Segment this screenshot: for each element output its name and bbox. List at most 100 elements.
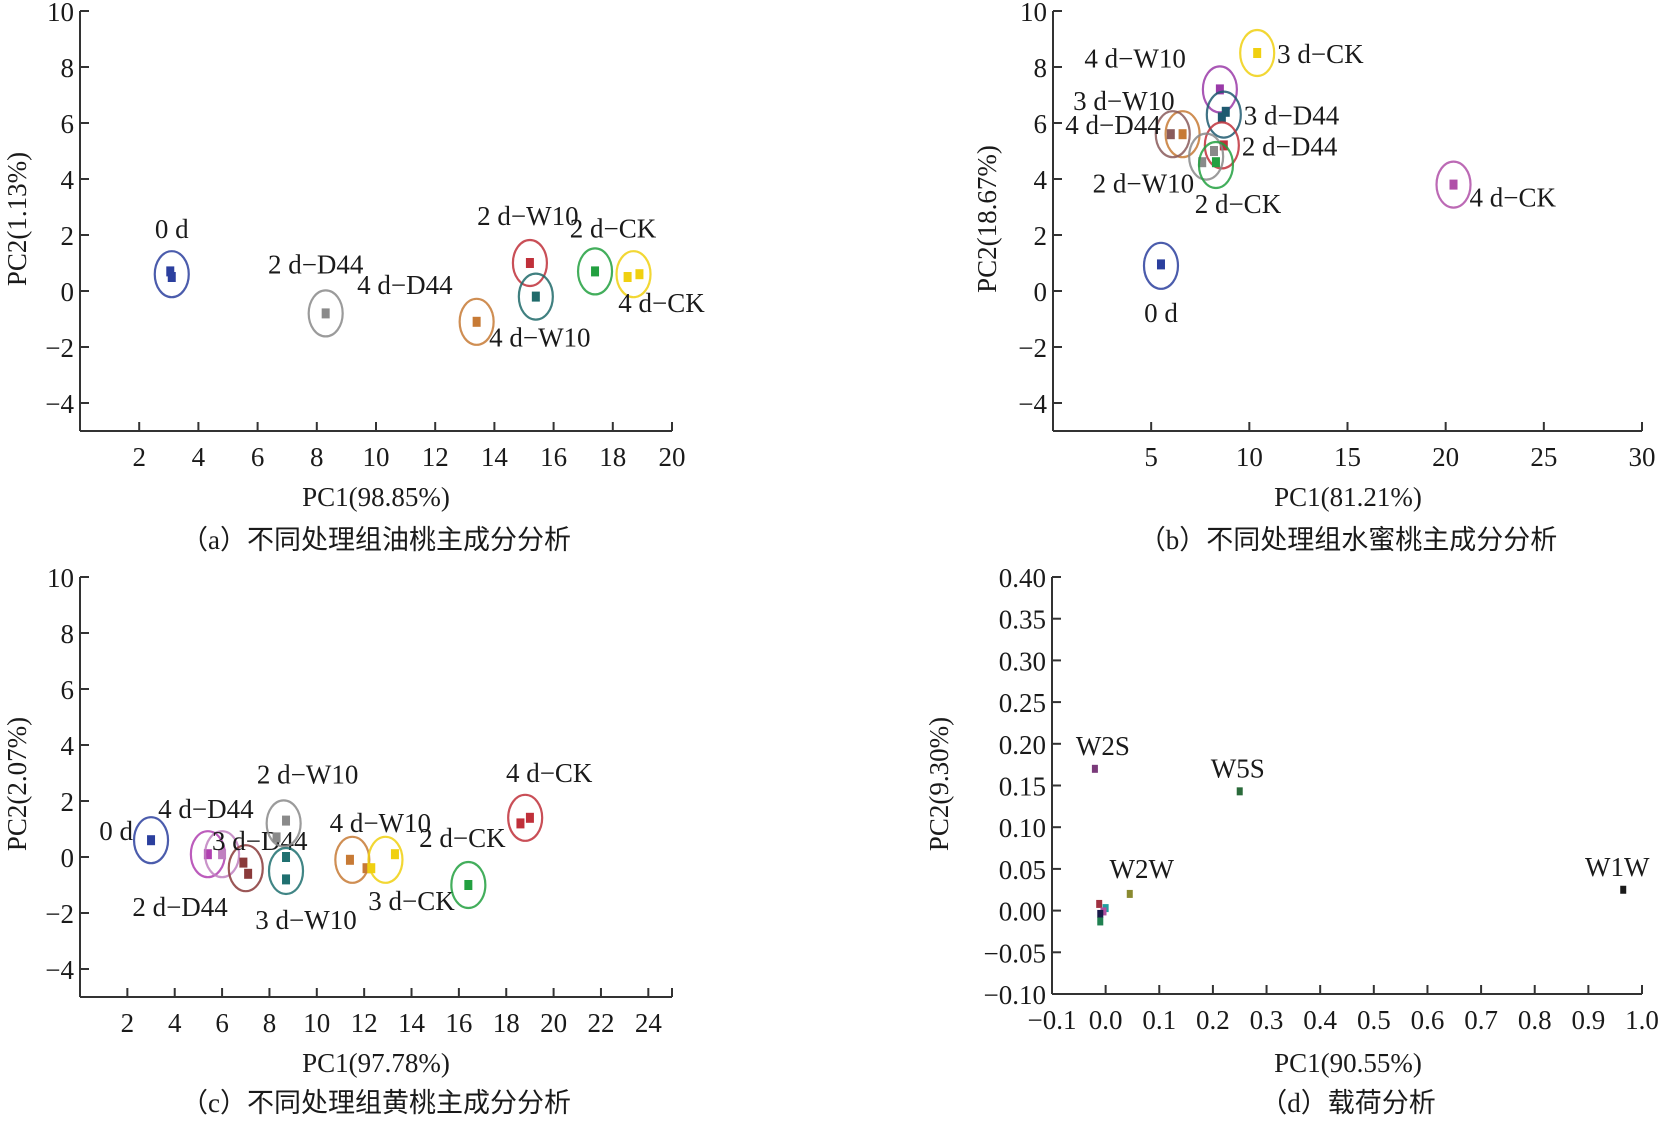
data-point xyxy=(1217,112,1226,123)
group-4-d-d44: 4 d−D44 xyxy=(158,794,254,879)
point-label: 4 d−W10 xyxy=(489,323,590,353)
data-point xyxy=(362,863,371,874)
confidence-ellipse xyxy=(507,793,544,842)
y-tick-label: 0.15 xyxy=(999,772,1046,802)
y-tick-label: 4 xyxy=(61,165,75,195)
group-4-d-ck: 4 d−CK xyxy=(506,758,593,842)
point-label: 2 d−D44 xyxy=(132,892,228,922)
y-tick-label: 10 xyxy=(1020,0,1047,27)
point-label: 0 d xyxy=(155,214,189,244)
loading-point xyxy=(1126,889,1133,898)
x-tick-label: 30 xyxy=(1629,442,1656,472)
loading-point xyxy=(1097,909,1104,918)
data-point xyxy=(1166,129,1175,140)
y-tick-label: 0 xyxy=(61,843,75,873)
data-point xyxy=(623,272,632,282)
point-label: 3 d−D44 xyxy=(212,826,308,856)
x-tick-label: 20 xyxy=(659,442,686,472)
x-tick-label: 10 xyxy=(363,442,390,472)
point-label: 2 d−W10 xyxy=(257,759,358,789)
y-tick-label: 0.10 xyxy=(999,813,1046,843)
data-point xyxy=(525,812,534,823)
panel-d-xlabel: PC1(90.55%) xyxy=(1274,1048,1422,1078)
point-label: 2 d−D44 xyxy=(1242,131,1338,161)
y-tick-label: 0.35 xyxy=(999,605,1046,635)
y-tick-label: 6 xyxy=(1034,109,1048,139)
data-point xyxy=(516,818,525,829)
panel-d-loading-analysis: −0.1 0.0 0.1 0.2 0.3 0.4 0.5 0.6 0.7 0.8 0.9 1.0 −0.… xyxy=(924,563,1659,1118)
y-tick-label: 4 xyxy=(61,731,75,761)
x-tick-label: 12 xyxy=(351,1008,378,1038)
x-tick-label: 18 xyxy=(493,1008,520,1038)
confidence-ellipse xyxy=(1239,28,1276,78)
y-tick-label: 2 xyxy=(61,787,75,817)
data-point xyxy=(1156,259,1165,270)
confidence-ellipse xyxy=(367,835,404,884)
confidence-ellipse xyxy=(576,247,614,296)
point-label: 4 d−CK xyxy=(506,758,593,788)
x-tick-label: 0.0 xyxy=(1089,1005,1123,1035)
point-label: 3 d−CK xyxy=(368,886,455,916)
group-2-d-ck: 2 d−CK xyxy=(1195,140,1282,219)
x-tick-label: 6 xyxy=(251,442,265,472)
confidence-ellipse xyxy=(615,250,652,299)
point-label: 4 d−D44 xyxy=(357,270,453,300)
x-tick-label: 0.7 xyxy=(1464,1005,1498,1035)
data-point xyxy=(166,266,175,277)
confidence-ellipse xyxy=(458,297,495,346)
x-tick-label: 8 xyxy=(263,1008,277,1038)
group-3-d-d44: 3 d−D44 xyxy=(212,826,308,893)
data-point xyxy=(390,849,399,860)
x-tick-label: 22 xyxy=(587,1008,614,1038)
x-tick-label: 0.2 xyxy=(1196,1005,1230,1035)
x-tick-label: 10 xyxy=(303,1008,330,1038)
panel-c-marks: 0 d 4 d−D44 2 d−D44 3 d−D44 2 d−W10 3 d−W10 4 … xyxy=(99,758,593,935)
point-label: 2 d−W10 xyxy=(1093,169,1194,199)
panel-c-ylabel: PC2(2.07%) xyxy=(2,717,32,851)
point-label: 3 d−W10 xyxy=(255,905,356,935)
x-tick-label: 5 xyxy=(1144,442,1158,472)
y-tick-label: 0.25 xyxy=(999,688,1046,718)
x-tick-label: 12 xyxy=(422,442,449,472)
group-2-d-d44: 2 d−D44 xyxy=(132,830,241,922)
confidence-ellipse xyxy=(227,844,264,893)
x-tick-label: −0.1 xyxy=(1028,1005,1077,1035)
loading-point xyxy=(1096,899,1103,908)
data-point xyxy=(1253,48,1262,58)
group-3-d-w10: 3 d−W10 xyxy=(1073,86,1201,159)
point-label: 3 d−W10 xyxy=(1073,86,1174,116)
y-tick-label: 0.40 xyxy=(999,563,1046,593)
loading-point xyxy=(1091,764,1098,773)
panel-c-caption: （c）不同处理组黄桃主成分分析 xyxy=(181,1088,571,1118)
point-label: 4 d−CK xyxy=(1470,183,1557,213)
confidence-ellipse xyxy=(1188,132,1225,181)
panel-b-xlabel: PC1(81.21%) xyxy=(1274,482,1422,512)
data-point xyxy=(1215,84,1224,95)
x-tick-label: 6 xyxy=(215,1008,229,1038)
point-label: 4 d−D44 xyxy=(158,794,254,824)
x-tick-label: 15 xyxy=(1334,442,1361,472)
group-3-d-ck: 3 d−CK xyxy=(1239,28,1364,78)
group-4-d-ck: 4 d−CK xyxy=(1435,160,1557,213)
data-point xyxy=(147,835,156,846)
data-point xyxy=(1449,179,1458,190)
y-tick-label: −2 xyxy=(45,333,74,363)
loading-point xyxy=(1097,917,1104,926)
x-tick-label: 0.9 xyxy=(1571,1005,1605,1035)
y-tick-label: −4 xyxy=(45,955,74,985)
panel-d-axes: −0.1 0.0 0.1 0.2 0.3 0.4 0.5 0.6 0.7 0.8 0.9 1.0 −0.… xyxy=(984,563,1659,1035)
loading-label: W2W xyxy=(1110,854,1175,884)
point-label: 2 d−D44 xyxy=(268,249,364,279)
y-tick-label: 0.30 xyxy=(999,646,1046,676)
y-tick-label: 8 xyxy=(61,53,75,83)
y-tick-label: 0 xyxy=(61,277,75,307)
group-2-d-ck: 2 d−CK xyxy=(570,213,657,296)
group-4-d-d44: 4 d−D44 xyxy=(357,270,495,346)
data-point xyxy=(218,849,227,860)
confidence-ellipse xyxy=(1154,110,1191,159)
data-point xyxy=(239,857,248,868)
loading-point xyxy=(1100,907,1107,916)
data-point xyxy=(282,852,291,862)
